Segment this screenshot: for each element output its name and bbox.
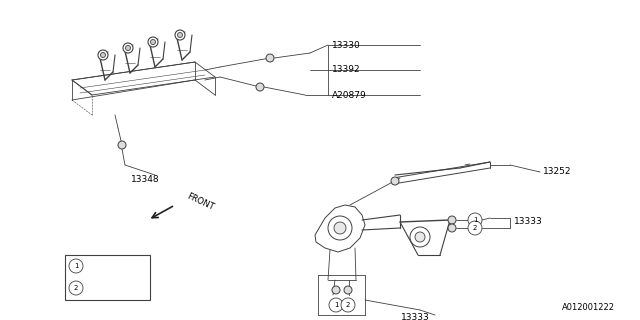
Text: 13392: 13392: [332, 66, 360, 75]
Circle shape: [410, 227, 430, 247]
Text: FRONT: FRONT: [185, 192, 215, 212]
Circle shape: [148, 37, 158, 47]
Text: 2: 2: [473, 225, 477, 231]
Text: 2: 2: [74, 285, 78, 291]
Text: 1: 1: [473, 217, 477, 223]
Text: 13330: 13330: [332, 41, 361, 50]
Circle shape: [150, 39, 156, 44]
Circle shape: [344, 286, 352, 294]
Text: 1: 1: [333, 302, 339, 308]
Circle shape: [98, 50, 108, 60]
Text: A20879: A20879: [332, 91, 367, 100]
Circle shape: [125, 45, 131, 51]
Circle shape: [123, 43, 133, 53]
Circle shape: [448, 224, 456, 232]
Text: C0062: C0062: [91, 261, 118, 270]
Circle shape: [266, 54, 274, 62]
Circle shape: [118, 141, 126, 149]
Circle shape: [448, 216, 456, 224]
Circle shape: [177, 33, 182, 37]
Text: 2: 2: [346, 302, 350, 308]
Circle shape: [100, 52, 106, 58]
Circle shape: [341, 298, 355, 312]
Circle shape: [332, 286, 340, 294]
Text: A012001222: A012001222: [562, 303, 615, 312]
Circle shape: [468, 213, 482, 227]
Circle shape: [329, 298, 343, 312]
Circle shape: [328, 216, 352, 240]
Circle shape: [468, 221, 482, 235]
Bar: [65, 255, 150, 300]
Circle shape: [69, 259, 83, 273]
Circle shape: [334, 222, 346, 234]
Text: 13252: 13252: [543, 167, 572, 177]
Circle shape: [415, 232, 425, 242]
Text: 13333: 13333: [401, 314, 429, 320]
Circle shape: [256, 83, 264, 91]
Circle shape: [391, 177, 399, 185]
Text: 13333: 13333: [514, 218, 543, 227]
Circle shape: [69, 281, 83, 295]
Circle shape: [175, 30, 185, 40]
Text: 1: 1: [74, 263, 78, 269]
Text: 13348: 13348: [131, 175, 159, 185]
Text: 13234: 13234: [91, 284, 118, 292]
